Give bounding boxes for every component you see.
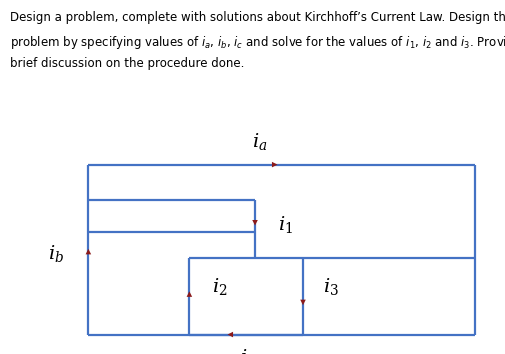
- Text: $i_2$: $i_2$: [212, 276, 227, 297]
- Text: problem by specifying values of $i_a$, $i_b$, $i_c$ and solve for the values of : problem by specifying values of $i_a$, $…: [10, 34, 505, 51]
- Text: Design a problem, complete with solutions about Kirchhoff’s Current Law. Design : Design a problem, complete with solution…: [10, 11, 505, 24]
- Text: brief discussion on the procedure done.: brief discussion on the procedure done.: [10, 57, 244, 70]
- Text: $i_1$: $i_1$: [278, 214, 293, 235]
- Text: $i_a$: $i_a$: [252, 131, 268, 152]
- Text: $i_b$: $i_b$: [47, 242, 64, 264]
- Text: $i_3$: $i_3$: [323, 276, 339, 297]
- Text: $i_c$: $i_c$: [240, 347, 255, 354]
